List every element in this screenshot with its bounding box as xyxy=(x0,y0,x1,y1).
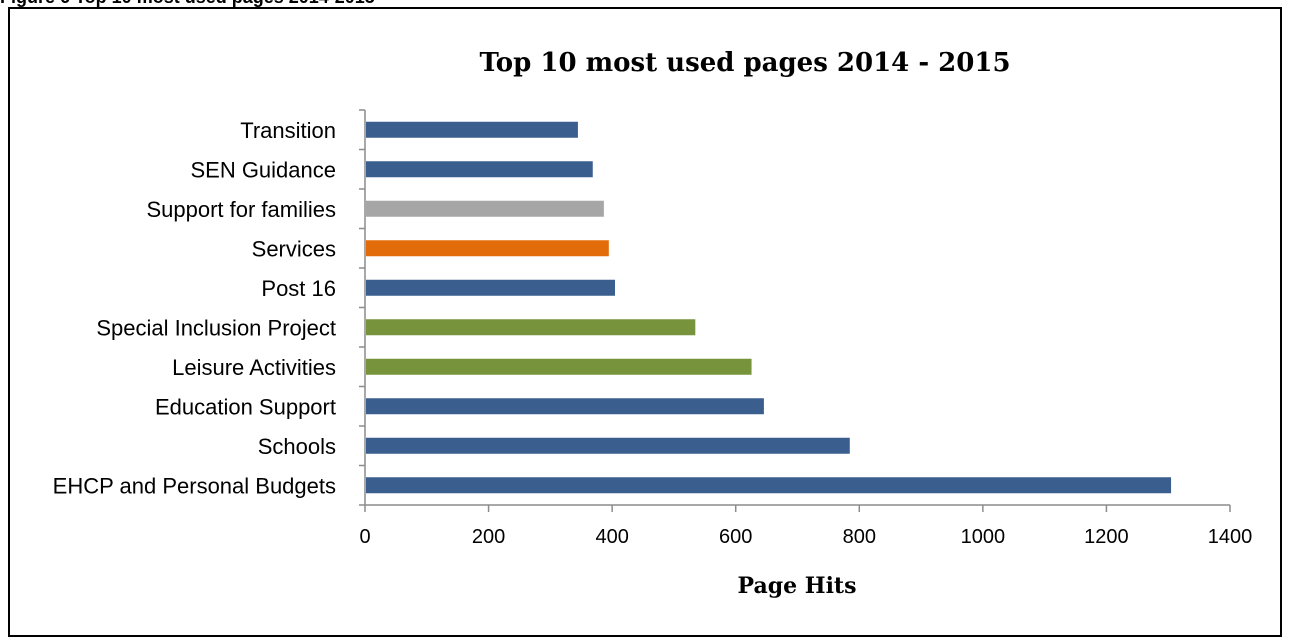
x-tick-label: 1000 xyxy=(961,526,1006,548)
x-tick-label: 400 xyxy=(595,526,628,548)
x-tick-label: 1400 xyxy=(1208,526,1253,548)
x-tick-label: 0 xyxy=(359,526,370,548)
x-tick-label: 200 xyxy=(472,526,505,548)
bar xyxy=(366,240,609,257)
category-label: Leisure Activities xyxy=(172,355,336,380)
category-label: Schools xyxy=(258,434,336,459)
category-label: Education Support xyxy=(155,394,336,419)
bar xyxy=(366,200,604,217)
category-label: Special Inclusion Project xyxy=(96,315,336,340)
x-tick-label: 1200 xyxy=(1084,526,1129,548)
bar xyxy=(366,121,578,138)
bar xyxy=(366,477,1172,494)
category-label: Services xyxy=(252,236,336,261)
bar-chart: Top 10 most used pages 2014 - 2015 EHCP … xyxy=(53,48,1253,599)
x-axis xyxy=(364,504,1231,512)
category-label: Transition xyxy=(240,118,336,143)
bar xyxy=(366,161,593,178)
x-tick-label: 800 xyxy=(843,526,876,548)
bar xyxy=(366,437,850,454)
category-labels: EHCP and Personal Budgets Schools Educatio… xyxy=(53,118,336,499)
x-tick-labels: 0 200 400 600 800 1000 1200 1400 xyxy=(359,526,1252,548)
category-label: Post 16 xyxy=(261,276,336,301)
x-axis-title: Page Hits xyxy=(738,573,857,599)
x-tick-label: 600 xyxy=(719,526,752,548)
y-axis xyxy=(359,109,366,506)
bar xyxy=(366,358,752,375)
category-label: SEN Guidance xyxy=(190,157,336,182)
bar xyxy=(366,279,615,296)
figure-caption: Figure 6 Top 10 most used pages 2014-201… xyxy=(0,0,375,8)
bars xyxy=(366,121,1172,494)
chart-title: Top 10 most used pages 2014 - 2015 xyxy=(479,48,1010,78)
bar xyxy=(366,319,696,336)
category-label: EHCP and Personal Budgets xyxy=(53,473,336,498)
category-label: Support for families xyxy=(146,197,336,222)
bar xyxy=(366,398,764,415)
